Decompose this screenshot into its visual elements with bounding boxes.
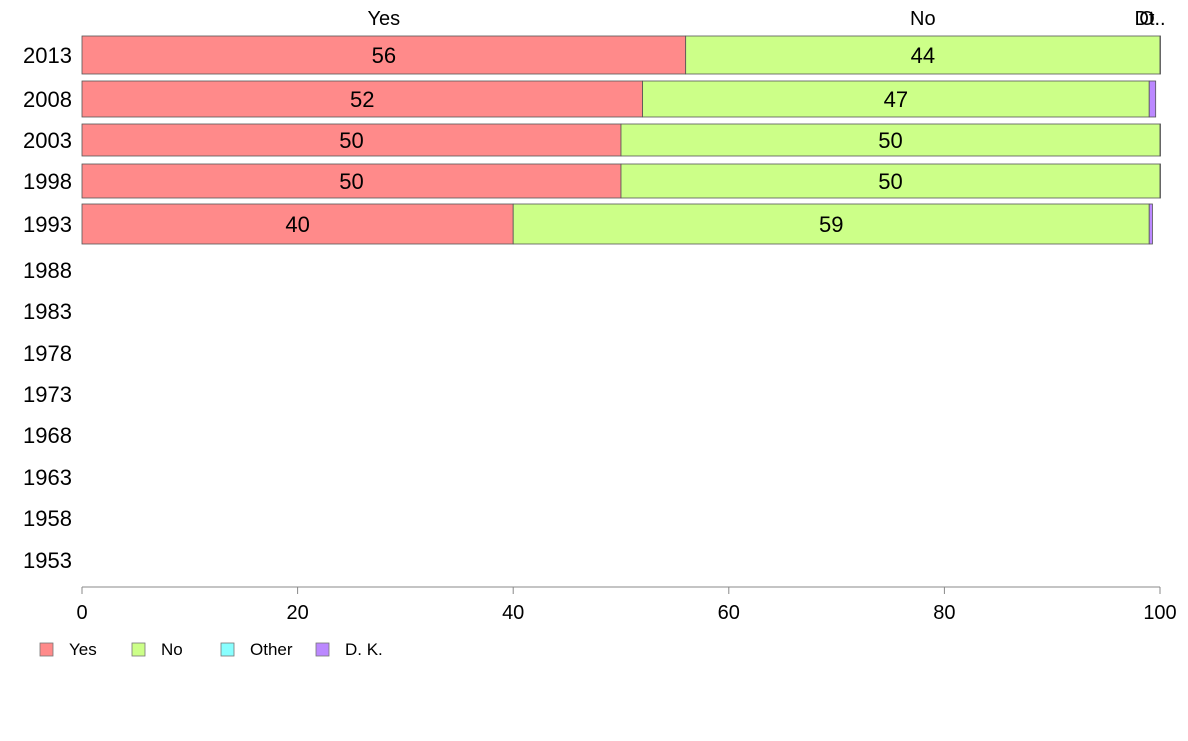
bar-no-2003 — [620, 123, 1161, 157]
data-label-yes-2013: 56 — [372, 43, 396, 68]
category-label-1988: 1988 — [23, 258, 72, 283]
bar-yes-2003 — [81, 123, 622, 157]
top-series-label-0: Yes — [368, 8, 401, 30]
x-tick-label-100: 100 — [1143, 602, 1176, 624]
bar-yes-1993 — [81, 203, 514, 245]
category-label-1993: 1993 — [23, 212, 72, 237]
category-label-2003: 2003 — [23, 128, 72, 153]
category-label-1968: 1968 — [23, 423, 72, 448]
bar-yes-2008 — [81, 80, 643, 118]
legend-swatch-no — [131, 642, 146, 657]
data-label-no-2013: 44 — [911, 43, 935, 68]
category-label-2008: 2008 — [23, 87, 72, 112]
data-label-yes-1998: 50 — [339, 169, 363, 194]
x-tick-label-40: 40 — [502, 602, 524, 624]
bar-dk-2008 — [1148, 80, 1157, 118]
category-label-2013: 2013 — [23, 43, 72, 68]
category-label-1958: 1958 — [23, 506, 72, 531]
legend-label-yes: Yes — [69, 640, 97, 659]
category-label-1963: 1963 — [23, 465, 72, 490]
bar-no-2008 — [642, 80, 1150, 118]
legend-swatch-yes — [39, 642, 54, 657]
category-label-1998: 1998 — [23, 169, 72, 194]
x-tick-label-0: 0 — [76, 602, 87, 624]
bar-dk-2003 — [1159, 123, 1161, 157]
category-label-1973: 1973 — [23, 382, 72, 407]
bar-dk-1993 — [1148, 203, 1153, 245]
data-label-no-2008: 47 — [884, 87, 908, 112]
top-series-label-1: No — [910, 8, 936, 30]
category-label-1953: 1953 — [23, 548, 72, 573]
bar-no-1998 — [620, 163, 1161, 199]
x-tick-label-80: 80 — [933, 602, 955, 624]
data-label-yes-1993: 40 — [285, 212, 309, 237]
legend-label-no: No — [161, 640, 183, 659]
bar-dk-2013 — [1159, 35, 1161, 75]
top-series-label-2: O — [1139, 8, 1155, 30]
bar-dk-1998 — [1159, 163, 1161, 199]
legend-label-dk: D. K. — [345, 640, 383, 659]
data-label-no-1993: 59 — [819, 212, 843, 237]
x-tick-label-20: 20 — [286, 602, 308, 624]
category-label-1978: 1978 — [23, 341, 72, 366]
data-label-no-1998: 50 — [878, 169, 902, 194]
data-label-yes-2003: 50 — [339, 128, 363, 153]
bar-yes-1998 — [81, 163, 622, 199]
legend-label-other: Other — [250, 640, 293, 659]
category-label-1983: 1983 — [23, 299, 72, 324]
legend-swatch-other — [220, 642, 235, 657]
x-tick-label-60: 60 — [718, 602, 740, 624]
data-label-yes-2008: 52 — [350, 87, 374, 112]
data-label-no-2003: 50 — [878, 128, 902, 153]
bar-no-2013 — [685, 35, 1161, 75]
legend-swatch-dk — [315, 642, 330, 657]
bar-no-1993 — [512, 203, 1150, 245]
top-series-label-3: Dt.. — [1134, 8, 1165, 30]
bar-yes-2013 — [81, 35, 687, 75]
